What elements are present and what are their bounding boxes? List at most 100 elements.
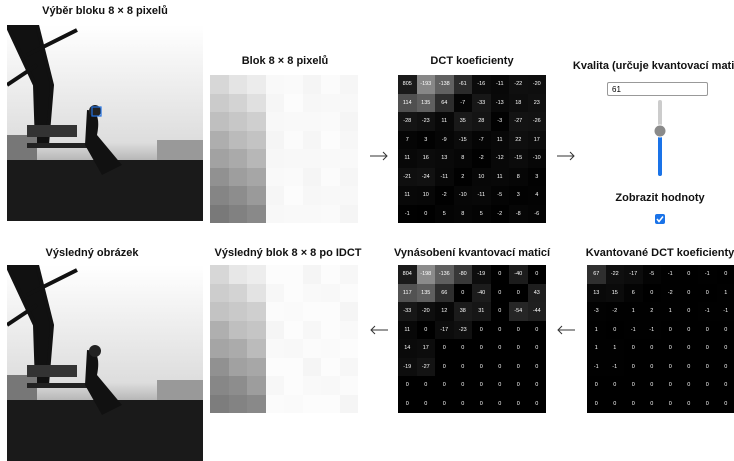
pixel-block (210, 75, 358, 223)
matrix-cell: 805 (398, 75, 417, 94)
title: Výsledný obrázek (46, 247, 139, 259)
matrix-cell: 28 (472, 112, 491, 131)
matrix-cell: 0 (717, 358, 734, 377)
title: Kvantované DCT koeficienty (586, 247, 734, 259)
pixel (284, 302, 303, 321)
matrix-cell: 0 (643, 339, 662, 358)
pixel (303, 149, 322, 168)
pixel-block (210, 265, 358, 413)
matrix-cell: 0 (624, 358, 643, 377)
pixel (266, 75, 285, 94)
matrix-cell: -7 (454, 94, 473, 113)
source-image[interactable] (7, 25, 203, 221)
matrix-cell: 0 (417, 395, 436, 414)
pixel (321, 358, 340, 377)
pixel (210, 265, 229, 284)
matrix-cell: 1 (661, 302, 680, 321)
matrix-cell: 11 (435, 112, 454, 131)
pixel (303, 112, 322, 131)
quality-input[interactable]: 61 (607, 82, 708, 96)
matrix-cell: 0 (680, 339, 699, 358)
matrix-cell: 31 (472, 302, 491, 321)
matrix-cell: -7 (472, 131, 491, 150)
matrix-cell: 0 (606, 376, 625, 395)
matrix-cell: 8 (454, 149, 473, 168)
pixel (284, 131, 303, 150)
pixel (210, 112, 229, 131)
pixel (266, 94, 285, 113)
matrix-cell: -40 (509, 265, 528, 284)
pixel (229, 265, 248, 284)
pixel (340, 265, 359, 284)
matrix-cell: -33 (398, 302, 417, 321)
pixel (284, 395, 303, 414)
pixel (229, 302, 248, 321)
title: Výsledný blok 8 × 8 po IDCT (214, 247, 361, 259)
pixel (210, 358, 229, 377)
pixel (284, 186, 303, 205)
pixel (247, 358, 266, 377)
pixel (321, 339, 340, 358)
pixel (340, 94, 359, 113)
matrix-cell: -22 (606, 265, 625, 284)
matrix-cell: 0 (435, 358, 454, 377)
quality-slider[interactable] (650, 98, 670, 178)
matrix-cell: 0 (717, 321, 734, 340)
matrix-cell: 0 (680, 265, 699, 284)
matrix-cell: 5 (435, 205, 454, 224)
pixel (321, 321, 340, 340)
matrix-cell: 0 (528, 339, 547, 358)
pixel (247, 186, 266, 205)
pixel (247, 112, 266, 131)
matrix-cell: -1 (717, 302, 734, 321)
matrix-cell: 0 (698, 284, 717, 303)
checkbox[interactable] (655, 214, 665, 224)
matrix-cell: 117 (398, 284, 417, 303)
matrix-cell: -15 (454, 131, 473, 150)
pixel (266, 321, 285, 340)
matrix-cell: 114 (398, 94, 417, 113)
matrix-cell: 2 (454, 168, 473, 187)
pixel (284, 376, 303, 395)
matrix-cell: 3 (417, 131, 436, 150)
matrix-cell: 67 (587, 265, 606, 284)
checkbox-label: Zobrazit hodnoty (615, 192, 704, 204)
pixel (321, 302, 340, 321)
matrix-cell: 4 (528, 186, 547, 205)
matrix-cell: -19 (472, 265, 491, 284)
pixel (303, 94, 322, 113)
matrix-cell: 17 (528, 131, 547, 150)
matrix-cell: 0 (698, 395, 717, 414)
matrix-cell: -54 (509, 302, 528, 321)
matrix-cell: 8 (454, 205, 473, 224)
matrix-cell: 0 (661, 358, 680, 377)
matrix-cell: 0 (472, 395, 491, 414)
matrix-cell: -26 (528, 112, 547, 131)
matrix-cell: -2 (491, 205, 510, 224)
matrix-cell: 7 (398, 131, 417, 150)
matrix-cell: -61 (454, 75, 473, 94)
matrix-cell: -3 (587, 302, 606, 321)
matrix-cell: 0 (680, 321, 699, 340)
pixel (303, 205, 322, 224)
pixel (210, 339, 229, 358)
pixel (229, 376, 248, 395)
pixel (266, 395, 285, 414)
matrix-cell: -8 (509, 205, 528, 224)
matrix-cell: 13 (587, 284, 606, 303)
pixel (303, 395, 322, 414)
matrix-cell: -23 (454, 321, 473, 340)
matrix-cell: -27 (509, 112, 528, 131)
pixel (266, 205, 285, 224)
pixel (321, 112, 340, 131)
pixel (321, 186, 340, 205)
matrix-cell: -1 (698, 302, 717, 321)
pixel (210, 395, 229, 414)
pixel (284, 205, 303, 224)
matrix-cell: -10 (528, 149, 547, 168)
pixel (229, 205, 248, 224)
pixel (210, 186, 229, 205)
pixel (229, 94, 248, 113)
pixel (303, 358, 322, 377)
